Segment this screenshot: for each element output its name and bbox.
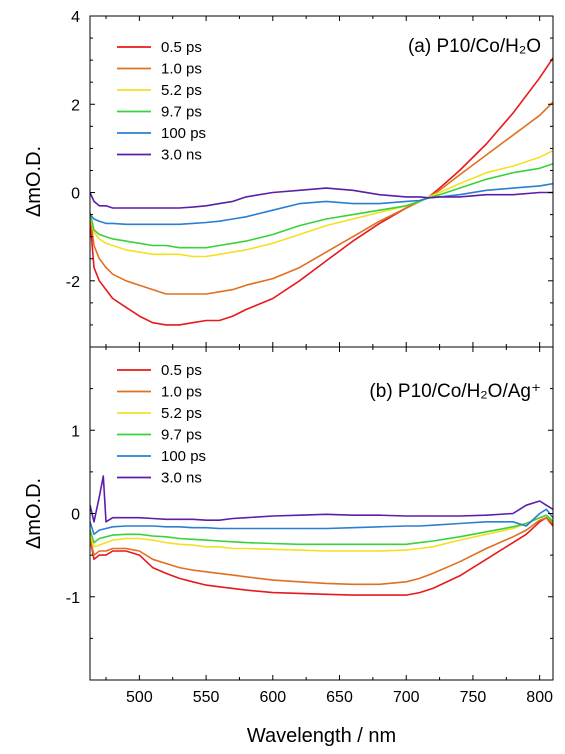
legend-label: 100 ps [161,448,206,465]
legend-label: 0.5 ps [161,39,202,56]
legend-label: 100 ps [161,125,206,142]
y-tick-label: 0 [71,186,80,203]
series-line-9-7-ps [90,163,553,249]
legend-label: 5.2 ps [161,405,202,422]
legend-label: 9.7 ps [161,427,202,444]
legend-label: 3.0 ns [161,147,202,164]
y-tick-label: 4 [71,9,80,26]
panel-b: -1 0 1 500 550 600 650 700 750 800 ΔmO.D. (b) P10/C… [23,346,554,706]
x-axis-title: Wavelength / nm [247,725,396,747]
y-tick-label: 2 [71,97,80,114]
series-line-100-ps [90,508,553,536]
y-axis-title: ΔmO.D. [23,146,45,217]
panel-label: (a) P10/Co/H₂O [408,36,541,57]
legend-label: 3.0 ns [161,470,202,487]
x-tick-label: 650 [326,689,353,706]
legend-label: 9.7 ps [161,104,202,121]
x-tick-label: 750 [460,689,487,706]
x-tick-label: 500 [126,689,153,706]
y-tick-label: 1 [71,423,80,440]
panel-label: (b) P10/Co/H₂O/Ag⁺ [369,381,541,402]
legend-label: 0.5 ps [161,362,202,379]
plot-frame [89,15,554,348]
series-line-3-0-ns [90,187,553,209]
series-line-9-7-ps [90,514,553,546]
x-tick-label: 800 [526,689,553,706]
x-tick-label: 600 [259,689,286,706]
series-line-5-2-ps [90,514,553,552]
x-tick-label: 550 [193,689,220,706]
series-line-1-0-ps [90,101,553,295]
y-axis-title: ΔmO.D. [23,478,45,549]
y-tick-label: -1 [66,590,80,607]
legend-label: 5.2 ps [161,82,202,99]
series-line-5-2-ps [90,149,553,258]
series-line-0-5-ps [90,516,553,596]
series-line-0-5-ps [90,57,553,326]
y-tick-label: 0 [71,507,80,524]
panel-a: -2 0 2 4 ΔmO.D. (a) P10/Co/H₂O 0.5 ps 1.0 ps 5.2… [23,9,554,348]
y-tick-label: -2 [66,274,80,291]
series-line-3-0-ns [90,475,553,523]
series-line-100-ps [90,182,553,226]
legend-label: 1.0 ps [161,384,202,401]
x-tick-label: 700 [393,689,420,706]
series-line-1-0-ps [90,516,553,586]
legend-label: 1.0 ps [161,61,202,78]
